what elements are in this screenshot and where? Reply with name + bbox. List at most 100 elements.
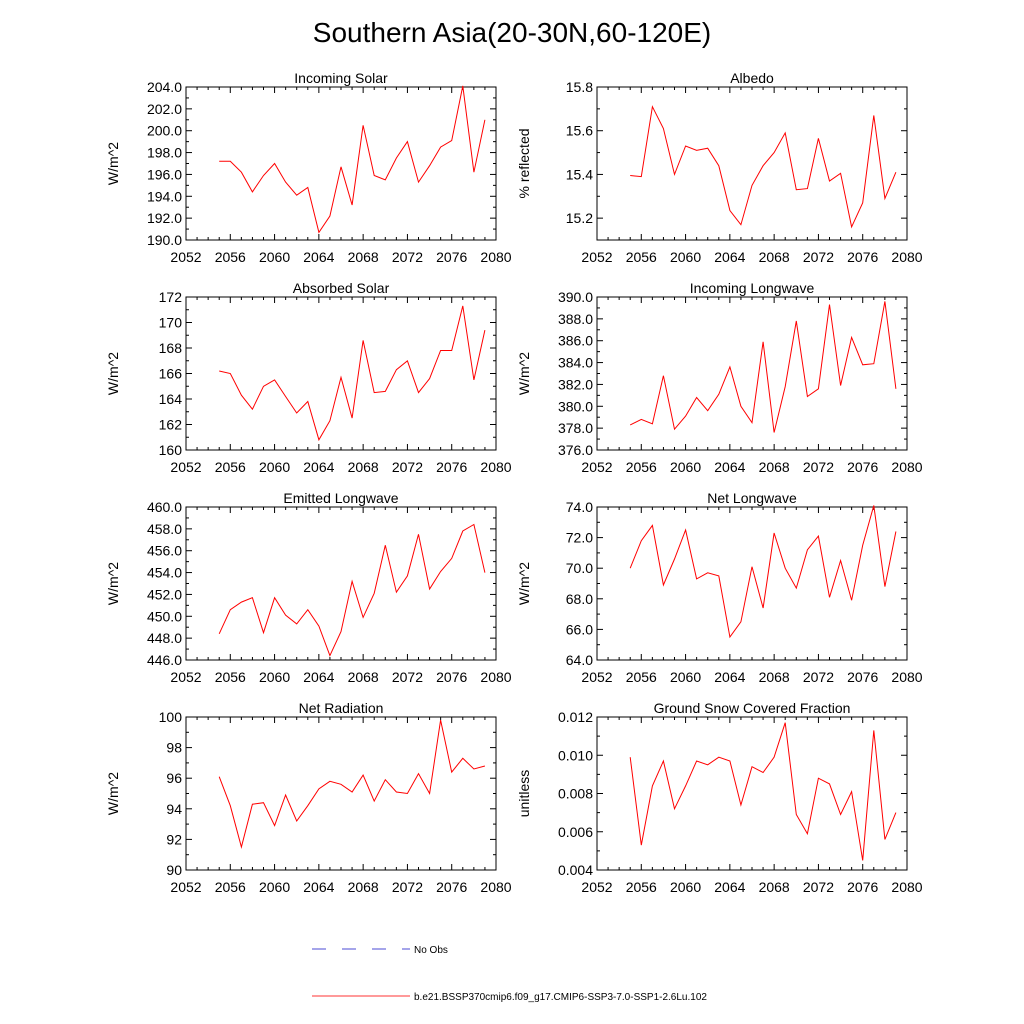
panel-net-longwave-xtick-label: 2076 <box>847 669 878 685</box>
panel-emitted-longwave-xtick-label: 2080 <box>480 669 511 685</box>
panel-absorbed-solar-ytick-label: 172 <box>159 289 183 305</box>
panel-absorbed-solar-xtick-label: 2060 <box>259 459 290 475</box>
panel-incoming-longwave-ytick-label: 376.0 <box>558 442 593 458</box>
panel-incoming-longwave-series-line <box>629 301 897 433</box>
panel-ground-snow-covered-fraction-xtick-label: 2080 <box>891 879 922 895</box>
panel-emitted-longwave-ytick-label: 452.0 <box>147 586 182 602</box>
panel-incoming-longwave-ytick-label: 386.0 <box>558 333 593 349</box>
panel-ground-snow-covered-fraction-xtick-label: 2056 <box>626 879 657 895</box>
panel-net-longwave-xtick-label: 2072 <box>803 669 834 685</box>
panel-emitted-longwave-frame <box>185 506 497 661</box>
panel-albedo-xtick-label: 2072 <box>803 249 834 265</box>
panel-absorbed-solar-xtick-label: 2056 <box>215 459 246 475</box>
panel-absorbed-solar-series-line <box>219 305 486 442</box>
panel-ground-snow-covered-fraction-xtick-label: 2072 <box>803 879 834 895</box>
panel-net-longwave-ytick-label: 68.0 <box>566 591 593 607</box>
panel-emitted-longwave-xtick-label: 2060 <box>259 669 290 685</box>
panel-emitted-longwave-title: Emitted Longwave <box>283 490 398 506</box>
panel-net-longwave-xtick-label: 2064 <box>714 669 745 685</box>
panel-absorbed-solar-ylabel: W/m^2 <box>105 352 121 395</box>
panel-incoming-longwave-xtick-label: 2080 <box>891 459 922 475</box>
panel-albedo-xtick-label: 2076 <box>847 249 878 265</box>
panel-ground-snow-covered-fraction-ytick-label: 0.006 <box>558 824 593 840</box>
panel-incoming-longwave-xtick-label: 2072 <box>803 459 834 475</box>
panel-emitted-longwave-xtick-label: 2076 <box>436 669 467 685</box>
panel-net-radiation: Net Radiation W/m^2 2052 2056 2060 2064 2068 20… <box>105 700 512 895</box>
panel-incoming-solar-xtick-label: 2056 <box>215 249 246 265</box>
panel-incoming-solar-xtick-label: 2072 <box>392 249 423 265</box>
panel-net-radiation-ytick-label: 94 <box>166 801 182 817</box>
panel-albedo-xtick-label: 2068 <box>759 249 790 265</box>
panel-emitted-longwave-ytick-label: 460.0 <box>147 499 182 515</box>
panel-absorbed-solar-ytick-label: 170 <box>159 315 183 331</box>
panel-ground-snow-covered-fraction: Ground Snow Covered Fraction unitless 2052… <box>516 700 923 895</box>
panel-ground-snow-covered-fraction-series-line <box>629 722 897 861</box>
panel-ground-snow-covered-fraction-xtick-label: 2076 <box>847 879 878 895</box>
panel-incoming-longwave-ytick-label: 382.0 <box>558 376 593 392</box>
panel-albedo-ytick-label: 15.4 <box>566 166 593 182</box>
panel-net-radiation-ytick-label: 96 <box>166 770 182 786</box>
panel-incoming-longwave: Incoming Longwave W/m^2 2052 2056 2060 2064 20… <box>516 280 923 475</box>
panel-net-longwave-ytick-label: 72.0 <box>566 530 593 546</box>
legend-no-obs-label: No Obs <box>414 945 448 956</box>
panel-absorbed-solar-ytick-label: 164 <box>159 391 183 407</box>
panel-incoming-solar-xtick-label: 2060 <box>259 249 290 265</box>
panel-albedo-ytick-label: 15.6 <box>566 123 593 139</box>
panel-emitted-longwave: Emitted Longwave W/m^2 2052 2056 2060 2064 206… <box>105 490 512 685</box>
panel-ground-snow-covered-fraction-xtick-label: 2064 <box>714 879 745 895</box>
panel-net-radiation-xtick-label: 2060 <box>259 879 290 895</box>
panel-absorbed-solar-xtick-label: 2068 <box>348 459 379 475</box>
panel-incoming-longwave-ytick-label: 380.0 <box>558 398 593 414</box>
panel-net-radiation-xtick-label: 2064 <box>303 879 334 895</box>
panel-absorbed-solar-title: Absorbed Solar <box>293 280 390 296</box>
panel-ground-snow-covered-fraction-ylabel: unitless <box>516 770 532 817</box>
panel-emitted-longwave-xtick-label: 2068 <box>348 669 379 685</box>
panel-emitted-longwave-ytick-label: 456.0 <box>147 543 182 559</box>
panel-incoming-solar-title: Incoming Solar <box>294 70 388 86</box>
legend: No Obs b.e21.BSSP370cmip6.f09_g17.CMIP6-… <box>312 945 707 1003</box>
panel-emitted-longwave-ytick-label: 454.0 <box>147 565 182 581</box>
panel-incoming-solar-ytick-label: 202.0 <box>147 101 182 117</box>
panel-emitted-longwave-xtick-label: 2064 <box>303 669 334 685</box>
panel-incoming-longwave-xtick-label: 2068 <box>759 459 790 475</box>
panel-incoming-longwave-xtick-label: 2056 <box>626 459 657 475</box>
panel-net-longwave-series-line <box>629 505 897 639</box>
panel-incoming-solar-ytick-label: 190.0 <box>147 232 182 248</box>
panel-incoming-solar-xtick-label: 2052 <box>170 249 201 265</box>
panel-incoming-longwave-ytick-label: 388.0 <box>558 311 593 327</box>
panel-net-radiation-title: Net Radiation <box>299 700 384 716</box>
panel-incoming-solar-ytick-label: 192.0 <box>147 210 182 226</box>
panel-emitted-longwave-xtick-label: 2052 <box>170 669 201 685</box>
panel-net-radiation-series-line <box>218 719 486 849</box>
panel-absorbed-solar-xtick-label: 2064 <box>303 459 334 475</box>
panel-absorbed-solar-frame <box>185 296 497 451</box>
panel-absorbed-solar-ytick-label: 160 <box>159 442 183 458</box>
panel-emitted-longwave-series-line <box>218 523 486 657</box>
panel-net-longwave-ytick-label: 74.0 <box>566 499 593 515</box>
panel-net-radiation-xtick-label: 2056 <box>215 879 246 895</box>
panel-albedo-xtick-label: 2052 <box>581 249 612 265</box>
panel-incoming-solar: Incoming Solar W/m^2 2052 2056 2060 2064 2068 2… <box>105 70 512 265</box>
panel-absorbed-solar-ytick-label: 166 <box>159 366 183 382</box>
panel-incoming-longwave-ytick-label: 390.0 <box>558 289 593 305</box>
panel-absorbed-solar-ytick-label: 162 <box>159 417 183 433</box>
panel-incoming-longwave-title: Incoming Longwave <box>690 280 815 296</box>
panel-emitted-longwave-ytick-label: 458.0 <box>147 521 182 537</box>
panel-emitted-longwave-ytick-label: 450.0 <box>147 608 182 624</box>
panel-ground-snow-covered-fraction-xtick-label: 2052 <box>581 879 612 895</box>
panel-incoming-solar-xtick-label: 2076 <box>436 249 467 265</box>
panel-albedo-xtick-label: 2060 <box>670 249 701 265</box>
panel-absorbed-solar-xtick-label: 2080 <box>480 459 511 475</box>
panel-incoming-solar-ytick-label: 204.0 <box>147 79 182 95</box>
panel-incoming-longwave-xtick-label: 2076 <box>847 459 878 475</box>
panel-net-longwave-xtick-label: 2056 <box>626 669 657 685</box>
panel-net-longwave-title: Net Longwave <box>707 490 797 506</box>
panel-net-longwave: Net Longwave W/m^2 2052 2056 2060 2064 2068 207… <box>516 490 923 685</box>
panel-absorbed-solar-xtick-label: 2076 <box>436 459 467 475</box>
panel-emitted-longwave-ytick-label: 446.0 <box>147 652 182 668</box>
panel-ground-snow-covered-fraction-ytick-label: 0.012 <box>558 709 593 725</box>
panel-ground-snow-covered-fraction-xtick-label: 2068 <box>759 879 790 895</box>
panel-net-radiation-ytick-label: 90 <box>166 862 182 878</box>
panel-net-longwave-frame <box>596 506 908 661</box>
